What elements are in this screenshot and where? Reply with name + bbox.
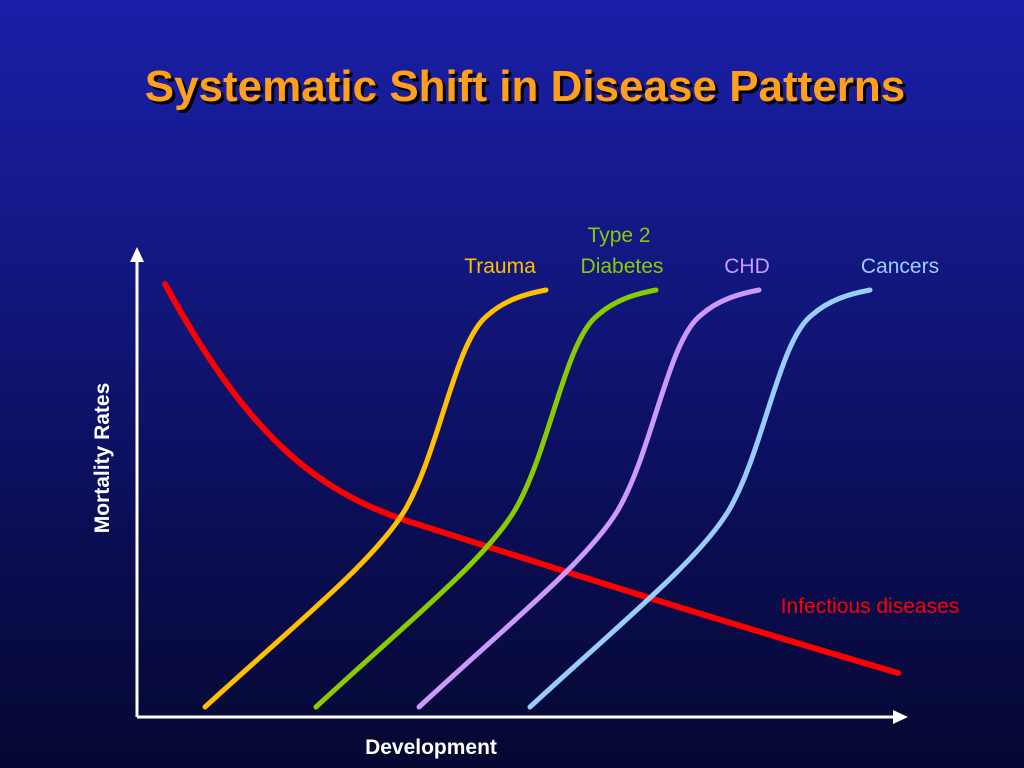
x-axis-arrow xyxy=(893,710,908,724)
y-axis-label: Mortality Rates xyxy=(91,383,114,534)
series-label-infectious-diseases: Infectious diseases xyxy=(781,595,960,618)
slide-title: Systematic Shift in Disease Patterns xyxy=(144,62,906,111)
series-line-infectious-diseases xyxy=(162,281,901,676)
series-label-type-2-diabetes: Type 2 Diabetes xyxy=(581,224,664,278)
series-label-chd: CHD xyxy=(724,255,770,278)
series-line-chd xyxy=(416,287,762,710)
series-label-cancers: Cancers xyxy=(861,255,939,278)
series-label-trauma: Trauma xyxy=(464,255,536,278)
series-line-cancers xyxy=(527,287,873,710)
series-label-type-2-diabetes-line-2: Diabetes xyxy=(581,255,664,278)
series-line-type-2-diabetes xyxy=(313,287,659,710)
y-axis-arrow xyxy=(130,247,144,262)
x-axis-label: Development xyxy=(365,736,497,759)
series-line-trauma xyxy=(202,287,549,710)
series-label-type-2-diabetes-line-1: Type 2 xyxy=(588,224,651,247)
